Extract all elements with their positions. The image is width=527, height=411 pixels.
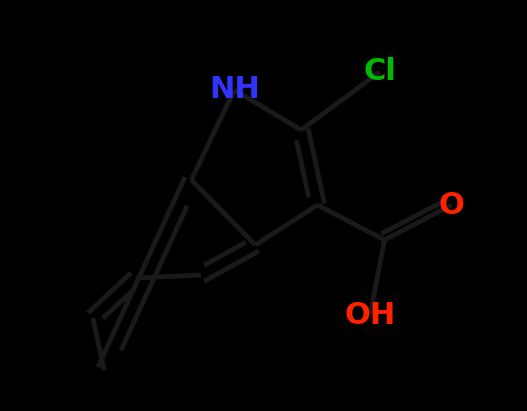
Text: Cl: Cl bbox=[363, 58, 396, 86]
Text: O: O bbox=[438, 191, 464, 219]
Text: NH: NH bbox=[209, 76, 260, 104]
Text: OH: OH bbox=[345, 300, 396, 330]
